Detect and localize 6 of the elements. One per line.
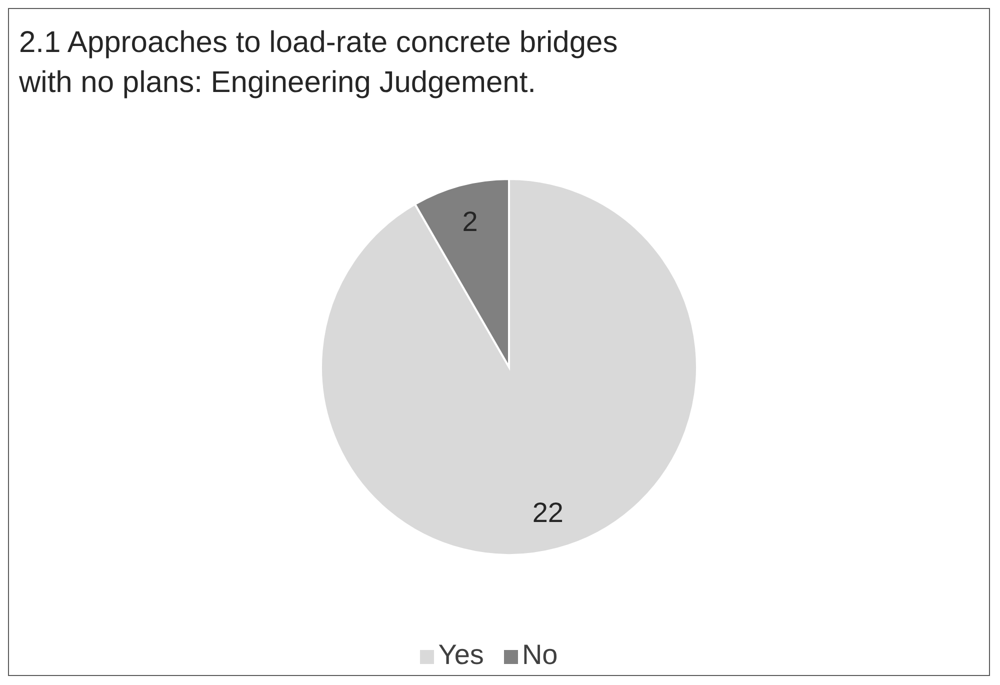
pie-slice: [320, 178, 698, 556]
legend-label: Yes: [438, 639, 484, 670]
legend-label: No: [522, 639, 558, 670]
data-label: 22: [532, 496, 564, 528]
data-label: 2: [462, 206, 478, 238]
chart-title: 2.1 Approaches to load-rate concrete bridges with no plans: Engineering Judgement.: [19, 25, 619, 101]
